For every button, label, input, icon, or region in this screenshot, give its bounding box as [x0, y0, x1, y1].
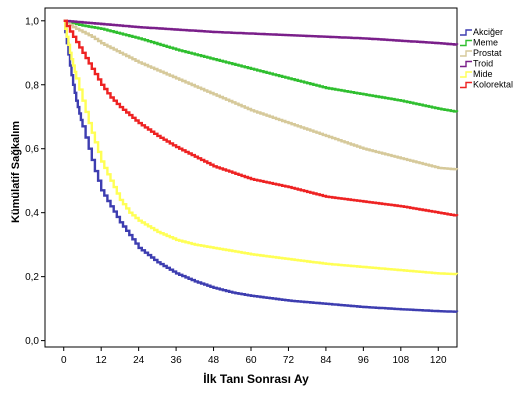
legend-item-troid: Troid: [460, 59, 493, 69]
series-layer: [63, 19, 459, 313]
y-tick-label: 0,2: [25, 272, 39, 283]
legend-label: Kolorektal: [473, 80, 513, 90]
legend-item-prostat: Prostat: [460, 48, 502, 58]
x-tick-label: 72: [283, 355, 295, 366]
legend-swatch: [460, 71, 472, 78]
x-tick-label: 120: [430, 355, 447, 366]
legend-label: Meme: [473, 38, 498, 48]
y-tick-label: 0,4: [25, 208, 39, 219]
x-tick-label: 108: [392, 355, 409, 366]
x-axis-title: İlk Tanı Sonrası Ay: [203, 371, 309, 386]
x-tick-label: 60: [245, 355, 257, 366]
series-line-kolorektal: [63, 19, 459, 217]
x-tick-label: 96: [358, 355, 370, 366]
series-line-mide: [63, 19, 459, 276]
legend-item-kolorektal: Kolorektal: [460, 80, 513, 90]
y-axis-title: Kümülatif Sağkalım: [10, 121, 22, 223]
legend-swatch: [460, 50, 472, 57]
legend-item-akci-er: Akciğer: [460, 27, 503, 37]
y-tick-label: 0,0: [25, 336, 39, 347]
legend-label: Akciğer: [473, 27, 503, 37]
x-tick-label: 24: [133, 355, 145, 366]
legend-item-meme: Meme: [460, 38, 498, 48]
y-tick-label: 0,8: [25, 80, 39, 91]
series-line-troid: [63, 19, 459, 46]
legend-label: Prostat: [473, 48, 502, 58]
legend-swatch: [460, 39, 472, 47]
legend-swatch: [460, 29, 472, 36]
axis-layer: 0 12 24 36 48 60 72 84 96 108 120 0,0 0,2 0,4 0,6 0,8 1,…: [25, 16, 447, 366]
legend-label: Troid: [473, 59, 493, 69]
x-tick-label: 84: [320, 355, 332, 366]
x-tick-label: 36: [171, 355, 183, 366]
y-tick-label: 1,0: [25, 16, 39, 27]
legend-item-mide: Mide: [460, 69, 493, 79]
x-tick-label: 48: [208, 355, 220, 366]
legend-swatch: [460, 60, 472, 68]
series-line-akci-er: [63, 19, 459, 313]
legend-swatch: [460, 81, 472, 89]
x-tick-label: 12: [96, 355, 108, 366]
x-tick-label: 0: [61, 355, 67, 366]
y-tick-label: 0,6: [25, 144, 39, 155]
series-line-meme: [63, 19, 459, 113]
series-line-prostat: [63, 19, 459, 171]
legend-label: Mide: [473, 69, 493, 79]
